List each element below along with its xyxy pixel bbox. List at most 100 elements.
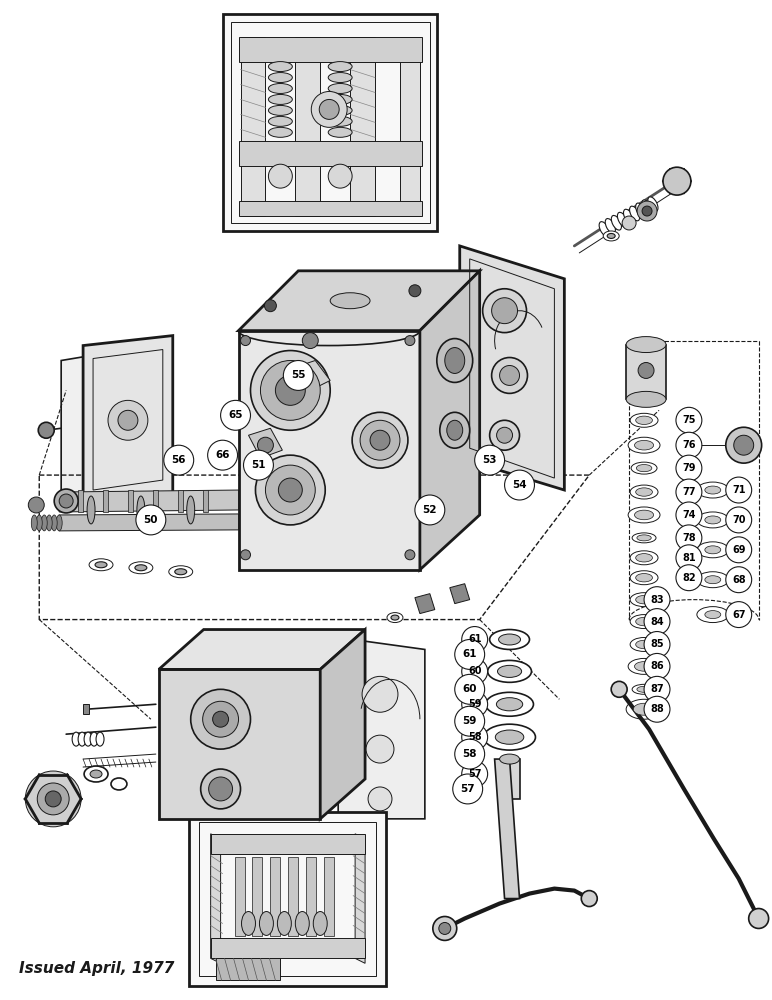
Ellipse shape <box>496 730 524 744</box>
Ellipse shape <box>630 593 658 607</box>
Circle shape <box>676 432 702 458</box>
Ellipse shape <box>697 512 729 528</box>
Polygon shape <box>420 271 479 570</box>
Ellipse shape <box>496 698 523 711</box>
Polygon shape <box>320 630 365 819</box>
Polygon shape <box>239 37 422 62</box>
Polygon shape <box>215 958 280 980</box>
Text: 84: 84 <box>650 617 664 627</box>
Ellipse shape <box>630 485 658 499</box>
Circle shape <box>352 412 408 468</box>
Text: 68: 68 <box>732 575 746 585</box>
Ellipse shape <box>78 732 86 746</box>
Bar <box>270 857 280 936</box>
Ellipse shape <box>41 515 47 531</box>
Text: 59: 59 <box>468 699 482 709</box>
Text: 69: 69 <box>732 545 746 555</box>
Text: 65: 65 <box>229 410 242 420</box>
Ellipse shape <box>635 595 652 604</box>
Bar <box>324 857 334 936</box>
Ellipse shape <box>626 699 662 719</box>
Circle shape <box>452 774 482 804</box>
Ellipse shape <box>705 516 721 524</box>
Ellipse shape <box>387 613 403 623</box>
Ellipse shape <box>486 692 533 716</box>
Circle shape <box>676 407 702 433</box>
Ellipse shape <box>51 515 57 531</box>
Ellipse shape <box>705 486 721 494</box>
Circle shape <box>362 676 398 712</box>
Polygon shape <box>159 630 365 669</box>
Text: 70: 70 <box>732 515 746 525</box>
Ellipse shape <box>328 94 352 104</box>
Text: 56: 56 <box>171 455 186 465</box>
Ellipse shape <box>447 420 462 440</box>
Ellipse shape <box>599 222 609 236</box>
Ellipse shape <box>635 510 654 520</box>
Polygon shape <box>350 37 375 216</box>
Circle shape <box>749 909 769 928</box>
Circle shape <box>462 724 488 750</box>
Circle shape <box>164 445 194 475</box>
Circle shape <box>676 565 702 591</box>
Circle shape <box>368 787 392 811</box>
Ellipse shape <box>624 209 634 224</box>
Ellipse shape <box>174 569 187 575</box>
Ellipse shape <box>697 572 729 588</box>
Bar <box>178 490 183 512</box>
Ellipse shape <box>46 515 52 531</box>
Ellipse shape <box>637 686 652 692</box>
Ellipse shape <box>445 348 465 373</box>
Ellipse shape <box>32 515 37 531</box>
Polygon shape <box>239 331 420 570</box>
Circle shape <box>37 783 69 815</box>
Text: 61: 61 <box>462 649 477 659</box>
Bar <box>626 345 666 399</box>
Circle shape <box>433 916 457 940</box>
Circle shape <box>462 627 488 652</box>
Ellipse shape <box>605 219 615 233</box>
Circle shape <box>676 545 702 571</box>
Circle shape <box>212 711 229 727</box>
Bar <box>222 14 437 231</box>
Polygon shape <box>276 361 330 395</box>
Circle shape <box>360 420 400 460</box>
Circle shape <box>676 502 702 528</box>
Polygon shape <box>296 37 320 216</box>
Circle shape <box>726 567 752 593</box>
Polygon shape <box>239 271 479 331</box>
Circle shape <box>475 445 505 475</box>
Ellipse shape <box>636 465 652 472</box>
Ellipse shape <box>391 615 399 620</box>
Ellipse shape <box>129 562 153 574</box>
Ellipse shape <box>626 337 666 353</box>
Bar <box>128 490 133 512</box>
Circle shape <box>59 494 73 508</box>
Ellipse shape <box>187 496 195 524</box>
Polygon shape <box>495 759 520 899</box>
Ellipse shape <box>84 766 108 782</box>
Circle shape <box>489 420 520 450</box>
Ellipse shape <box>608 233 615 238</box>
Circle shape <box>29 497 44 513</box>
Ellipse shape <box>269 116 293 126</box>
Circle shape <box>279 478 303 502</box>
Circle shape <box>250 351 330 430</box>
Text: 51: 51 <box>251 460 266 470</box>
Ellipse shape <box>697 482 729 498</box>
Ellipse shape <box>259 912 273 935</box>
Bar <box>289 857 298 936</box>
Circle shape <box>320 99 339 119</box>
Ellipse shape <box>489 630 530 649</box>
Circle shape <box>265 300 276 312</box>
Ellipse shape <box>483 724 536 750</box>
Circle shape <box>505 470 534 500</box>
Circle shape <box>462 691 488 717</box>
Text: 79: 79 <box>682 463 696 473</box>
Ellipse shape <box>697 542 729 558</box>
Circle shape <box>256 455 325 525</box>
Ellipse shape <box>618 212 628 227</box>
Ellipse shape <box>635 662 654 671</box>
Ellipse shape <box>635 554 652 562</box>
Bar <box>203 490 208 512</box>
